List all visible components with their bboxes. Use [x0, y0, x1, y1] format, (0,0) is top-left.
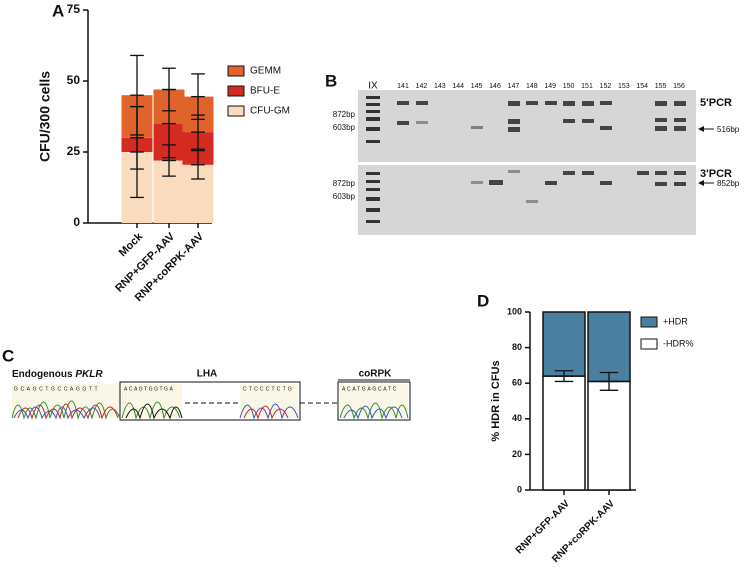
bar-segment	[587, 311, 631, 383]
legend-label: GEMM	[250, 66, 281, 77]
y-tick-label: 40	[512, 413, 522, 423]
y-axis-label: % HDR in CFUs	[490, 360, 502, 441]
traces	[11, 400, 409, 420]
lane-label: 147	[508, 83, 520, 90]
lane-label: 155	[655, 83, 667, 90]
panel-label: B	[325, 71, 337, 90]
band-label: 852bp	[717, 179, 740, 188]
lane-label: 146	[489, 83, 501, 90]
chromatogram: Endogenous PKLR LHA coRPK GCAGCTGCCAGGTT…	[11, 369, 411, 421]
error-bar	[130, 54, 144, 136]
y-tick-label: 50	[67, 73, 81, 87]
label: LHA	[197, 369, 218, 380]
y-tick-label: 20	[512, 449, 522, 459]
y-tick-label: 75	[67, 2, 81, 16]
lane-label: 151	[581, 83, 593, 90]
error-bar	[599, 371, 619, 391]
legend-label: +HDR	[663, 316, 688, 326]
panel-label: D	[477, 291, 489, 310]
lane-label: 144	[452, 83, 464, 90]
sequence: ACAGTGGTGA	[124, 386, 174, 392]
y-tick-label: 0	[517, 484, 522, 494]
legend-swatch	[640, 338, 658, 350]
error-bar	[191, 114, 205, 150]
lane-label: IX	[368, 81, 378, 92]
legend-swatch	[227, 85, 245, 97]
lane-label: 143	[434, 83, 446, 90]
bar-segment	[542, 311, 586, 377]
arrow-head	[698, 180, 704, 186]
legend-label: CFU-GM	[250, 106, 290, 117]
lane-label: 149	[544, 83, 556, 90]
legend-label: -HDR%	[663, 338, 694, 348]
label: Endogenous PKLR	[12, 369, 103, 380]
error-bar	[191, 73, 205, 120]
panel-label: A	[52, 1, 64, 20]
error-bar	[191, 149, 205, 180]
sequence: GCAGCTGCCAGGTT	[14, 386, 100, 392]
x-tick-label: Mock	[117, 230, 146, 259]
legend-swatch	[227, 105, 245, 117]
y-axis-label: CFU/300 cells	[37, 71, 53, 162]
label: coRPK	[359, 369, 393, 380]
lha-box	[119, 381, 301, 421]
legend-label: BFU-E	[250, 86, 280, 97]
trace-bg	[240, 384, 298, 418]
y-tick-label: 0	[73, 215, 80, 229]
lane-label: 145	[471, 83, 483, 90]
y-tick-label: 25	[67, 144, 81, 158]
ladder-label: 603bp	[333, 192, 356, 201]
legend-swatch	[640, 316, 658, 328]
ladder-label: 872bp	[333, 110, 356, 119]
legend-swatch	[227, 65, 245, 77]
trace-bg	[340, 384, 408, 418]
gel: 5'PCR 3'PCR 872bp 603bp 872bp 603bp 516b…	[333, 90, 740, 235]
y-tick-label: 80	[512, 342, 522, 352]
arrow-head	[698, 126, 704, 132]
error-bar	[162, 67, 176, 112]
y-tick-label: 100	[507, 306, 522, 316]
lane-label: 142	[416, 83, 428, 90]
lane-label: 156	[673, 83, 685, 90]
bar-segment	[587, 380, 631, 491]
label-text: Endogenous	[12, 369, 73, 380]
lane-label: 150	[563, 83, 575, 90]
y-tick-label: 60	[512, 378, 522, 388]
error-bar	[554, 370, 574, 383]
bar-segment	[542, 375, 586, 491]
ladder-label: 603bp	[333, 123, 356, 132]
lane-label: 152	[600, 83, 612, 90]
gel-bands	[397, 101, 686, 203]
gel-title: 3'PCR	[700, 168, 732, 180]
band-label: 516bp	[717, 125, 740, 134]
ladder	[366, 96, 380, 223]
lane-label: 154	[636, 83, 648, 90]
ladder-label: 872bp	[333, 179, 356, 188]
sequence: CTCCCTCTG	[243, 386, 294, 392]
gel-title: 5'PCR	[700, 97, 732, 109]
lane-label: 141	[397, 83, 409, 90]
gene-name: PKLR	[75, 369, 103, 380]
sequence: ACATGAGCATC	[342, 386, 398, 392]
panel-label: C	[2, 346, 14, 365]
lane-label: 153	[618, 83, 630, 90]
gel-top	[358, 90, 696, 162]
corpk-box	[337, 381, 411, 421]
lane-label: 148	[526, 83, 538, 90]
